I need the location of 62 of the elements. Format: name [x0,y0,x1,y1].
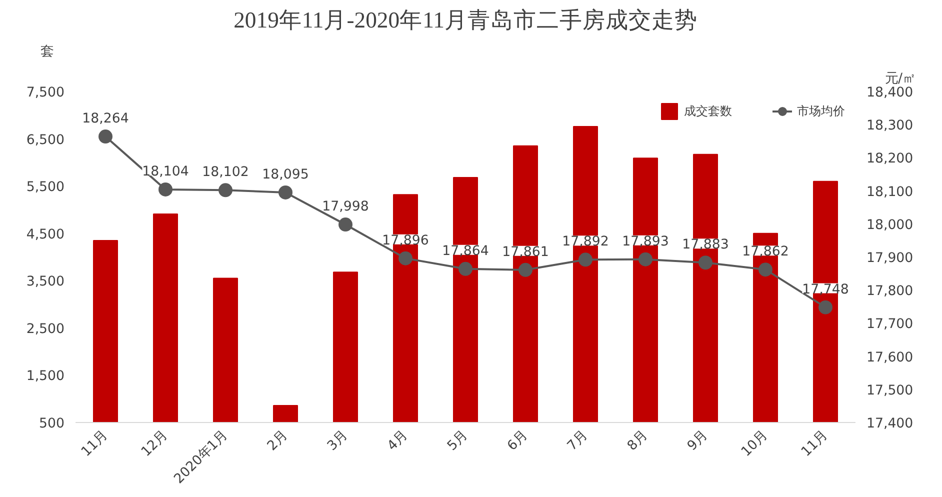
point [818,300,832,314]
x-tick-label: 6月 [504,428,531,454]
data-label: 17,862 [742,244,789,260]
data-label: 17,861 [502,244,549,260]
point [158,182,172,196]
y-tick-label: 2,500 [26,322,64,337]
y2-tick-label: 18,000 [866,218,914,233]
y2-tick-label: 17,700 [866,317,914,332]
data-label: 18,264 [82,112,129,127]
x-tick-label: 11月 [798,428,831,460]
y-tick-label: 4,500 [26,227,64,242]
data-label: 17,892 [562,234,609,250]
point [278,185,292,200]
point [758,262,772,277]
x-tick-label: 2月 [264,428,291,454]
x-tick-label: 5月 [444,428,471,454]
x-tick-label: 3月 [324,428,351,454]
y-tick-label: 1,500 [26,369,64,384]
point [218,183,232,198]
data-label: 18,095 [262,167,309,182]
y2-tick-label: 17,400 [866,416,914,432]
data-label: 17,998 [322,200,369,215]
x-tick-label: 4月 [384,428,411,454]
legend-label: 市场均价 [797,102,845,120]
x-tick-label: 12月 [138,428,171,460]
point [518,262,532,277]
y-tick-label: 7,500 [26,86,64,100]
data-label: 17,893 [622,234,669,250]
point [398,251,412,266]
point [578,252,592,267]
chart-title: 2019年11月-2020年11月青岛市二手房成交走势 [234,8,698,32]
point [98,130,112,144]
x-tick-label: 11月 [78,428,111,460]
data-label: 17,748 [802,282,849,298]
x-tick-label: 10月 [738,428,771,460]
x-tick-label: 9月 [684,428,711,454]
legend-label: 成交套数 [684,102,732,120]
y2-tick-label: 17,800 [866,284,914,300]
y2-tick-label: 18,400 [866,86,914,100]
y2-tick-label: 18,100 [866,184,914,200]
data-label: 18,102 [202,165,249,180]
y-axis-title: 套 [40,44,54,60]
data-label: 18,104 [142,164,189,180]
y2-tick-label: 17,500 [866,383,914,398]
y2-tick-label: 18,300 [866,118,914,134]
point [458,262,472,276]
y-tick-label: 3,500 [26,274,64,290]
data-label: 17,896 [382,233,429,248]
point [638,252,652,266]
data-label: 17,883 [682,238,729,253]
y-tick-label: 5,500 [26,180,64,196]
y-tick-label: 6,500 [26,132,64,148]
y2-tick-label: 17,900 [866,251,914,266]
y2-tick-label: 17,600 [866,350,914,366]
y-tick-label: 500 [39,416,65,432]
x-tick-label: 8月 [624,428,651,454]
y2-axis-title: 元/㎡ [885,72,916,86]
point [338,218,352,232]
data-label: 17,864 [442,244,489,259]
x-tick-label: 7月 [564,428,591,454]
y2-tick-label: 18,200 [866,152,914,167]
point [698,256,712,270]
